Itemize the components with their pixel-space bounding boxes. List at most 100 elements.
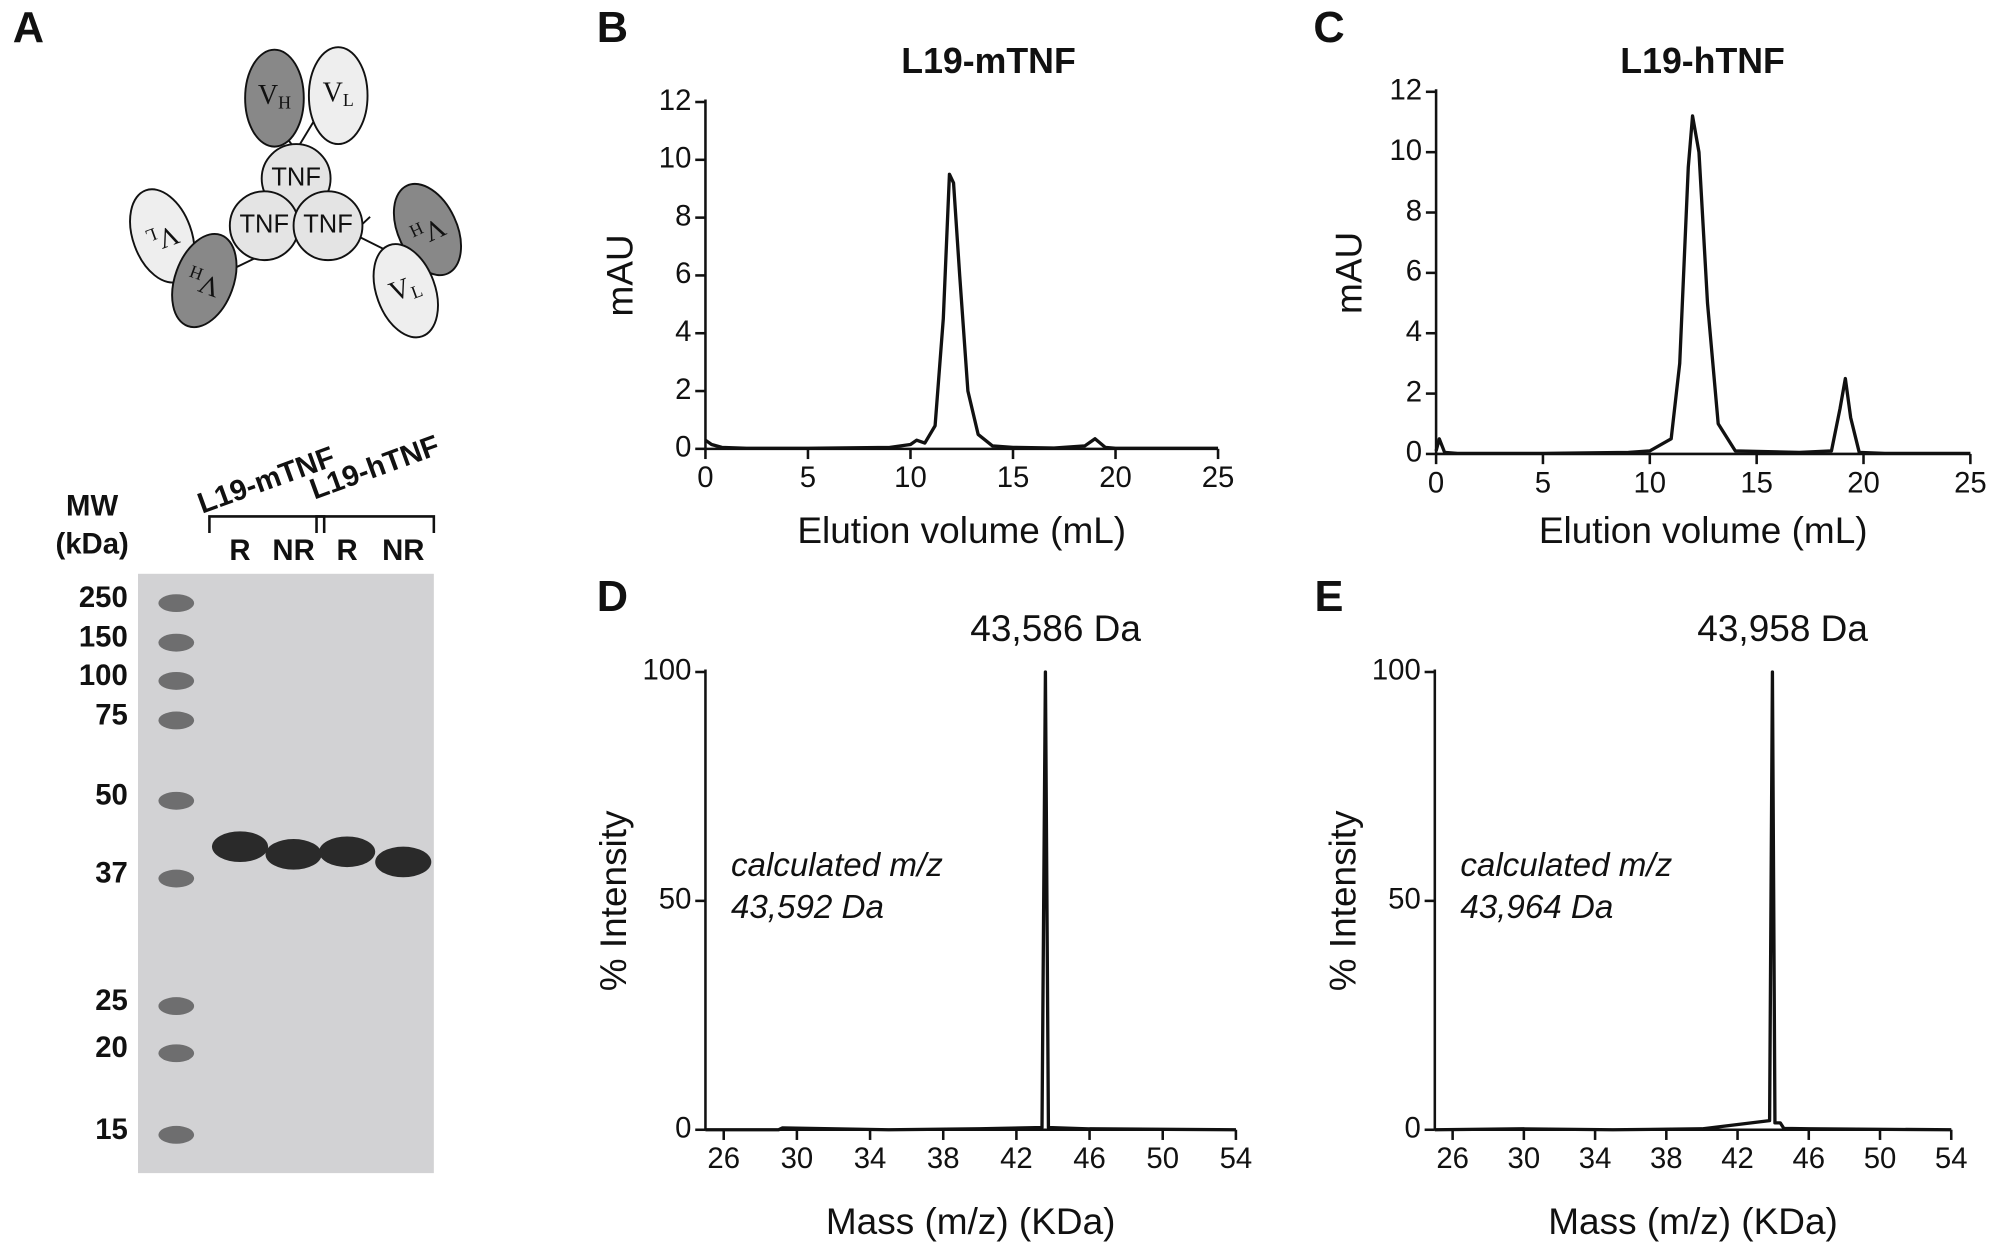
mw-marker-label: 100: [79, 659, 128, 692]
y-tick-label: 0: [1404, 1112, 1420, 1145]
y-axis-label: mAU: [599, 234, 640, 316]
y-tick-label: 0: [1406, 436, 1422, 469]
panel-label: D: [597, 573, 628, 621]
mw-marker-label: 20: [95, 1031, 128, 1064]
domain: VH: [171, 232, 238, 329]
x-tick-label: 20: [1099, 461, 1132, 494]
domain-shape: [307, 46, 369, 146]
domain: VL: [372, 243, 439, 339]
x-tick-label: 26: [707, 1142, 740, 1175]
x-axis-label: Elution volume (mL): [1539, 510, 1868, 551]
y-tick-label: 50: [659, 883, 692, 916]
mw-marker-label: 250: [79, 581, 128, 614]
x-tick-label: 34: [854, 1142, 887, 1175]
x-tick-label: 38: [1650, 1142, 1683, 1175]
x-tick-label: 54: [1220, 1142, 1253, 1175]
x-tick-label: 34: [1579, 1142, 1612, 1175]
ladder-band: [158, 711, 195, 730]
x-axis-label: Mass (m/z) (KDa): [1548, 1201, 1838, 1242]
domain: VL: [307, 46, 369, 146]
protein-band: [375, 846, 432, 878]
x-tick-label: 42: [1721, 1142, 1754, 1175]
mw-marker-label: 15: [95, 1113, 128, 1146]
peak-label: 43,586 Da: [970, 608, 1141, 649]
domain-shape: [372, 243, 439, 339]
domain-label: VH: [258, 81, 291, 113]
x-tick-label: 5: [800, 461, 816, 494]
y-tick-label: 10: [1389, 134, 1422, 167]
y-tick-label: 12: [659, 84, 692, 117]
annotation: 43,592 Da: [731, 889, 884, 926]
y-tick-label: 0: [675, 431, 691, 464]
chart-title: L19-mTNF: [901, 41, 1075, 81]
x-tick-label: 15: [997, 461, 1030, 494]
ladder-band: [158, 997, 195, 1016]
mw-title: (kDa): [55, 528, 128, 561]
domain: VH: [244, 48, 305, 148]
lane-label: R: [229, 534, 250, 567]
panel-label: C: [1313, 4, 1344, 52]
peak-label: 43,958 Da: [1697, 608, 1868, 649]
protein-band: [265, 839, 322, 870]
lane-label: NR: [272, 534, 314, 567]
x-tick-label: 10: [1633, 466, 1666, 499]
mw-marker-label: 37: [95, 856, 128, 889]
x-tick-label: 54: [1935, 1142, 1968, 1175]
x-axis-label: Mass (m/z) (KDa): [826, 1201, 1116, 1242]
lane-bracket: [208, 515, 326, 534]
lane-label: R: [337, 534, 358, 567]
y-tick-label: 4: [1406, 315, 1422, 348]
x-tick-label: 10: [894, 461, 927, 494]
y-tick-label: 2: [1406, 375, 1422, 408]
ladder-band: [158, 1125, 195, 1144]
x-tick-label: 5: [1535, 466, 1551, 499]
domain-letter: V: [258, 81, 278, 112]
mw-marker-label: 25: [95, 984, 128, 1017]
domain-letter: V: [323, 78, 343, 109]
lane-label: NR: [382, 534, 424, 567]
y-axis-label: mAU: [1329, 232, 1370, 314]
data-line: [1434, 114, 1971, 456]
y-tick-label: 8: [675, 199, 691, 232]
domain-subscript: H: [278, 93, 291, 113]
ladder-band: [158, 671, 195, 690]
x-tick-label: 46: [1073, 1142, 1106, 1175]
domain-shape: [171, 232, 238, 329]
protein-band: [211, 831, 269, 862]
x-tick-label: 42: [1000, 1142, 1033, 1175]
y-tick-label: 6: [1406, 255, 1422, 288]
x-tick-label: 30: [1508, 1142, 1541, 1175]
annotation: calculated m/z: [1460, 847, 1672, 884]
y-tick-label: 0: [675, 1112, 691, 1145]
ladder-band: [158, 633, 195, 652]
data-line: [705, 670, 1236, 1132]
ladder-band: [158, 1044, 195, 1063]
y-axis-label: % Intensity: [1322, 810, 1363, 991]
annotation: calculated m/z: [731, 847, 943, 884]
panel-label: A: [13, 4, 44, 52]
y-tick-label: 4: [675, 315, 691, 348]
x-tick-label: 20: [1847, 466, 1880, 499]
x-tick-label: 25: [1202, 461, 1235, 494]
x-tick-label: 50: [1146, 1142, 1179, 1175]
x-tick-label: 38: [927, 1142, 960, 1175]
x-tick-label: 0: [697, 461, 713, 494]
panel-label: B: [597, 4, 628, 52]
tnf-label: TNF: [303, 210, 353, 238]
data-line: [704, 172, 1219, 450]
y-tick-label: 10: [659, 142, 692, 175]
x-tick-label: 50: [1864, 1142, 1897, 1175]
x-tick-label: 25: [1954, 466, 1987, 499]
x-axis-label: Elution volume (mL): [797, 510, 1126, 551]
y-tick-label: 8: [1406, 194, 1422, 227]
domain-subscript: L: [343, 90, 354, 110]
protein-band: [319, 836, 376, 868]
x-tick-label: 0: [1428, 466, 1444, 499]
x-tick-label: 46: [1792, 1142, 1825, 1175]
ladder-band: [158, 791, 195, 810]
tnf-subunit: [292, 190, 364, 262]
annotation: 43,964 Da: [1460, 889, 1613, 926]
y-tick-label: 50: [1388, 883, 1421, 916]
y-tick-label: 6: [675, 257, 691, 290]
